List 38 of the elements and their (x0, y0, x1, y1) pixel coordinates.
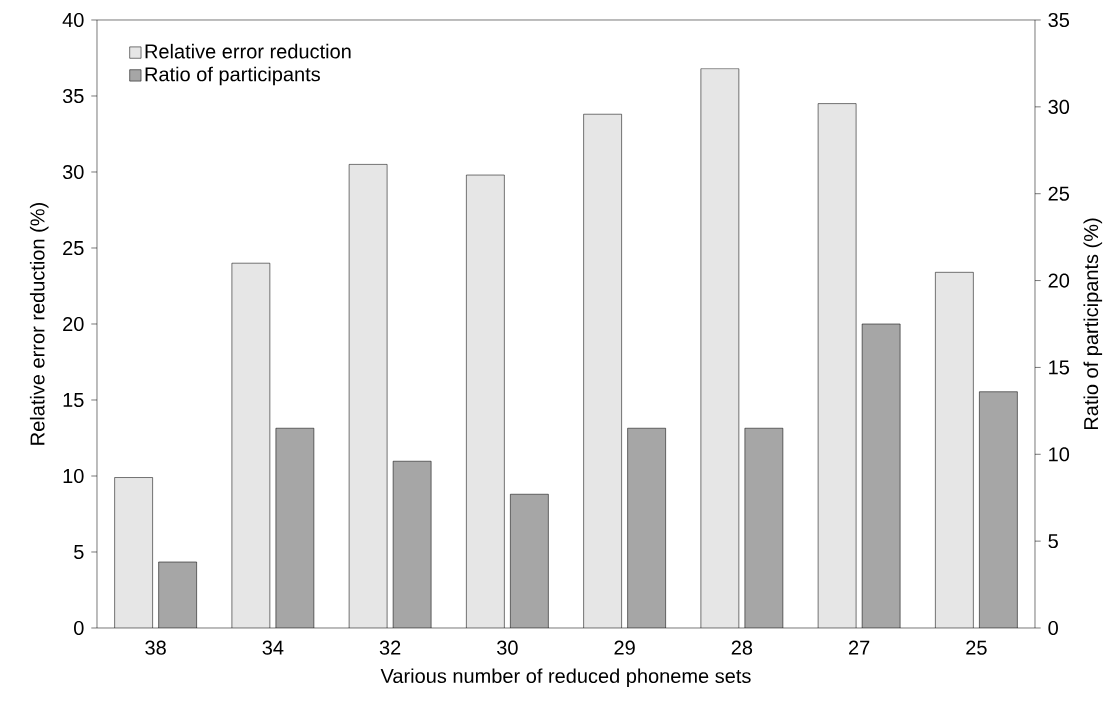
x-tick-label: 32 (379, 640, 401, 655)
y2-tick-label: 20 (1048, 273, 1070, 288)
y-axis-title: Relative error reduction (%) (29, 203, 49, 445)
y2-tick-label: 25 (1048, 186, 1070, 201)
bar (275, 428, 314, 628)
bar (393, 461, 432, 628)
bar (744, 428, 783, 628)
x-tick-label: 27 (849, 640, 870, 655)
y-tick-label: 0 (74, 620, 84, 636)
y-tick-label: 40 (62, 12, 84, 28)
y2-tick-label: 10 (1049, 447, 1070, 462)
y2-axis-title: Ratio of participants (%) (1083, 218, 1103, 430)
y2-tick-label: 30 (1048, 99, 1070, 114)
y-tick-label: 25 (63, 240, 84, 256)
y2-tick-label: 15 (1049, 360, 1070, 375)
bar (510, 494, 549, 628)
y-tick-label: 15 (63, 393, 84, 407)
x-tick-label: 38 (145, 640, 166, 655)
x-tick-label: 28 (731, 640, 753, 655)
x-tick-label: 25 (966, 640, 987, 655)
bar (627, 428, 666, 628)
x-tick-label: 34 (262, 640, 284, 655)
x-tick-label: 30 (497, 640, 518, 655)
legend-label: Relative error reduction (145, 43, 351, 59)
legend-label: Ratio of participants (145, 66, 320, 86)
bar (979, 391, 1018, 628)
y-tick-label: 5 (74, 545, 84, 559)
y2-tick-label: 0 (1048, 620, 1058, 636)
y-tick-label: 10 (63, 468, 84, 484)
y-tick-label: 30 (62, 164, 84, 180)
bar (158, 561, 197, 628)
y2-tick-label: 5 (1048, 534, 1058, 549)
bar (862, 324, 901, 628)
x-axis-title: Various number of reduced phoneme sets (380, 668, 751, 688)
y-tick-label: 35 (62, 88, 84, 104)
y-tick-label: 20 (63, 316, 84, 332)
x-tick-label: 29 (614, 640, 635, 655)
y2-tick-label: 35 (1048, 12, 1070, 28)
